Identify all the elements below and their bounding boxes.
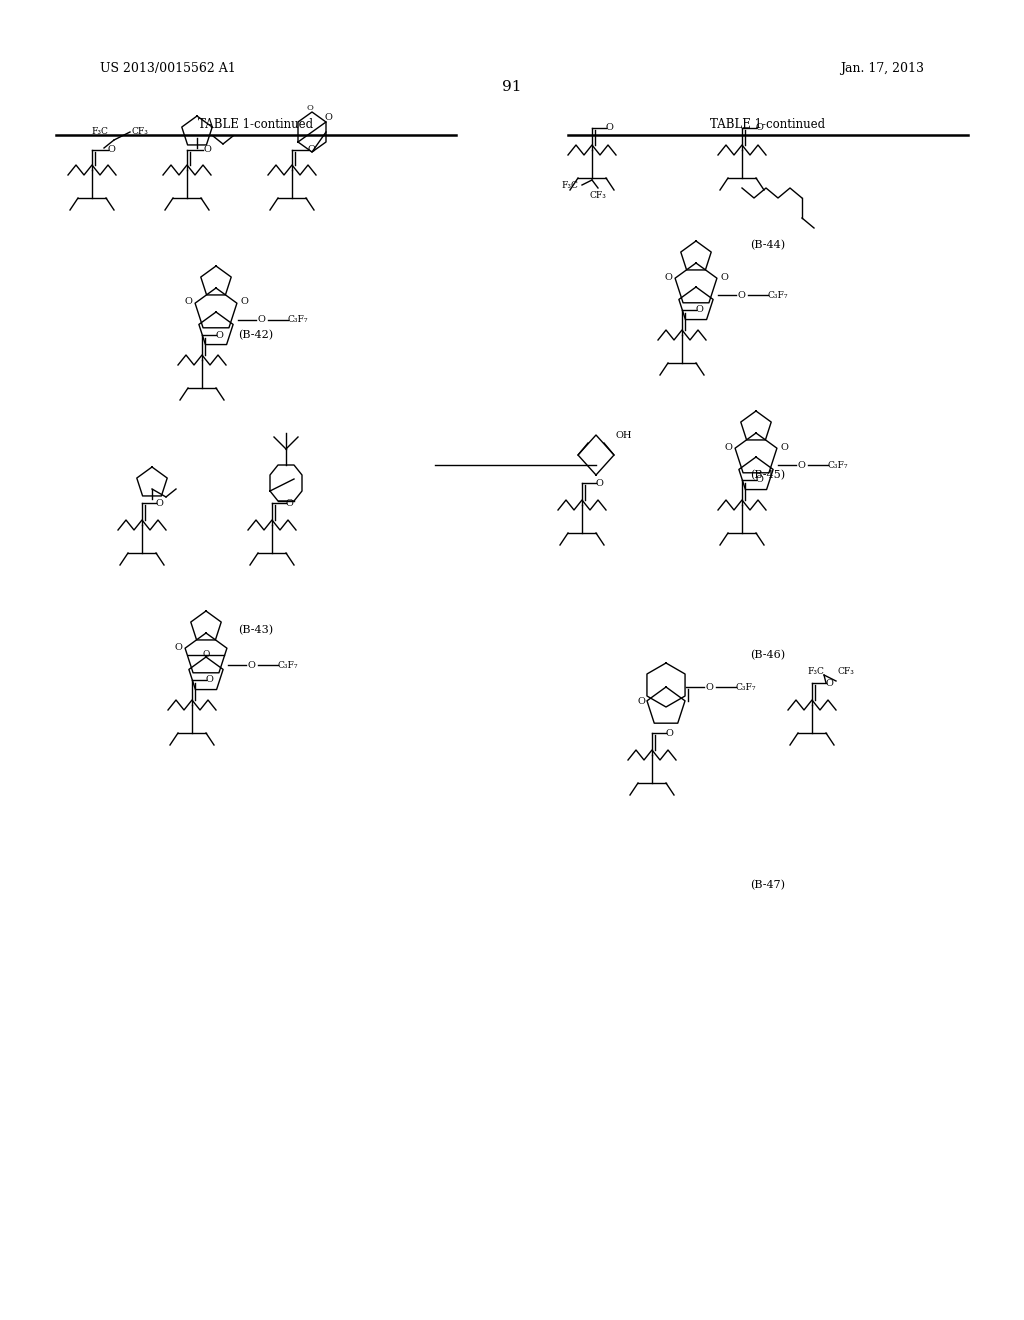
Text: F₃C: F₃C	[808, 667, 824, 676]
Text: O: O	[240, 297, 248, 306]
Text: O: O	[203, 649, 210, 659]
Text: (B-43): (B-43)	[239, 624, 273, 635]
Text: O: O	[174, 643, 182, 652]
Text: CF₃: CF₃	[132, 128, 148, 136]
Text: C₃F₇: C₃F₇	[828, 461, 849, 470]
Text: O: O	[664, 272, 672, 281]
Text: TABLE 1-continued: TABLE 1-continued	[199, 117, 313, 131]
Text: O: O	[184, 297, 191, 306]
Text: C₃F₇: C₃F₇	[736, 682, 757, 692]
Text: O: O	[666, 729, 674, 738]
Text: O: O	[596, 479, 604, 487]
Text: (B-42): (B-42)	[239, 330, 273, 341]
Text: O: O	[606, 124, 613, 132]
Text: O: O	[706, 682, 714, 692]
Text: O: O	[696, 305, 703, 314]
Text: C₃F₇: C₃F₇	[278, 660, 299, 669]
Text: TABLE 1-continued: TABLE 1-continued	[711, 117, 825, 131]
Text: O: O	[738, 290, 745, 300]
Text: O: O	[286, 499, 294, 507]
Text: O: O	[724, 442, 732, 451]
Text: O: O	[780, 442, 787, 451]
Text: 91: 91	[502, 81, 522, 94]
Text: O: O	[206, 676, 214, 685]
Text: (B-46): (B-46)	[751, 649, 785, 660]
Text: F₃C: F₃C	[91, 128, 109, 136]
Text: O: O	[756, 475, 764, 484]
Text: O: O	[216, 330, 224, 339]
Text: (B-45): (B-45)	[751, 470, 785, 480]
Text: F₃C: F₃C	[561, 181, 579, 190]
Text: (B-47): (B-47)	[751, 880, 785, 890]
Text: O: O	[203, 145, 211, 154]
Text: C₃F₇: C₃F₇	[288, 315, 308, 325]
Text: CF₃: CF₃	[838, 667, 855, 676]
Text: O: O	[108, 145, 116, 154]
Text: O: O	[826, 678, 834, 688]
Text: O: O	[258, 315, 266, 325]
Text: Jan. 17, 2013: Jan. 17, 2013	[840, 62, 924, 75]
Text: US 2013/0015562 A1: US 2013/0015562 A1	[100, 62, 236, 75]
Text: OH: OH	[616, 430, 633, 440]
Text: O: O	[324, 114, 332, 123]
Text: O: O	[720, 272, 728, 281]
Text: O: O	[798, 461, 806, 470]
Text: O: O	[756, 124, 764, 132]
Text: O: O	[248, 660, 256, 669]
Text: O: O	[637, 697, 645, 705]
Text: O: O	[156, 499, 164, 507]
Text: O: O	[308, 145, 315, 154]
Text: CF₃: CF₃	[590, 190, 607, 199]
Text: O: O	[306, 104, 313, 112]
Text: (B-44): (B-44)	[751, 240, 785, 251]
Text: C₃F₇: C₃F₇	[768, 290, 788, 300]
